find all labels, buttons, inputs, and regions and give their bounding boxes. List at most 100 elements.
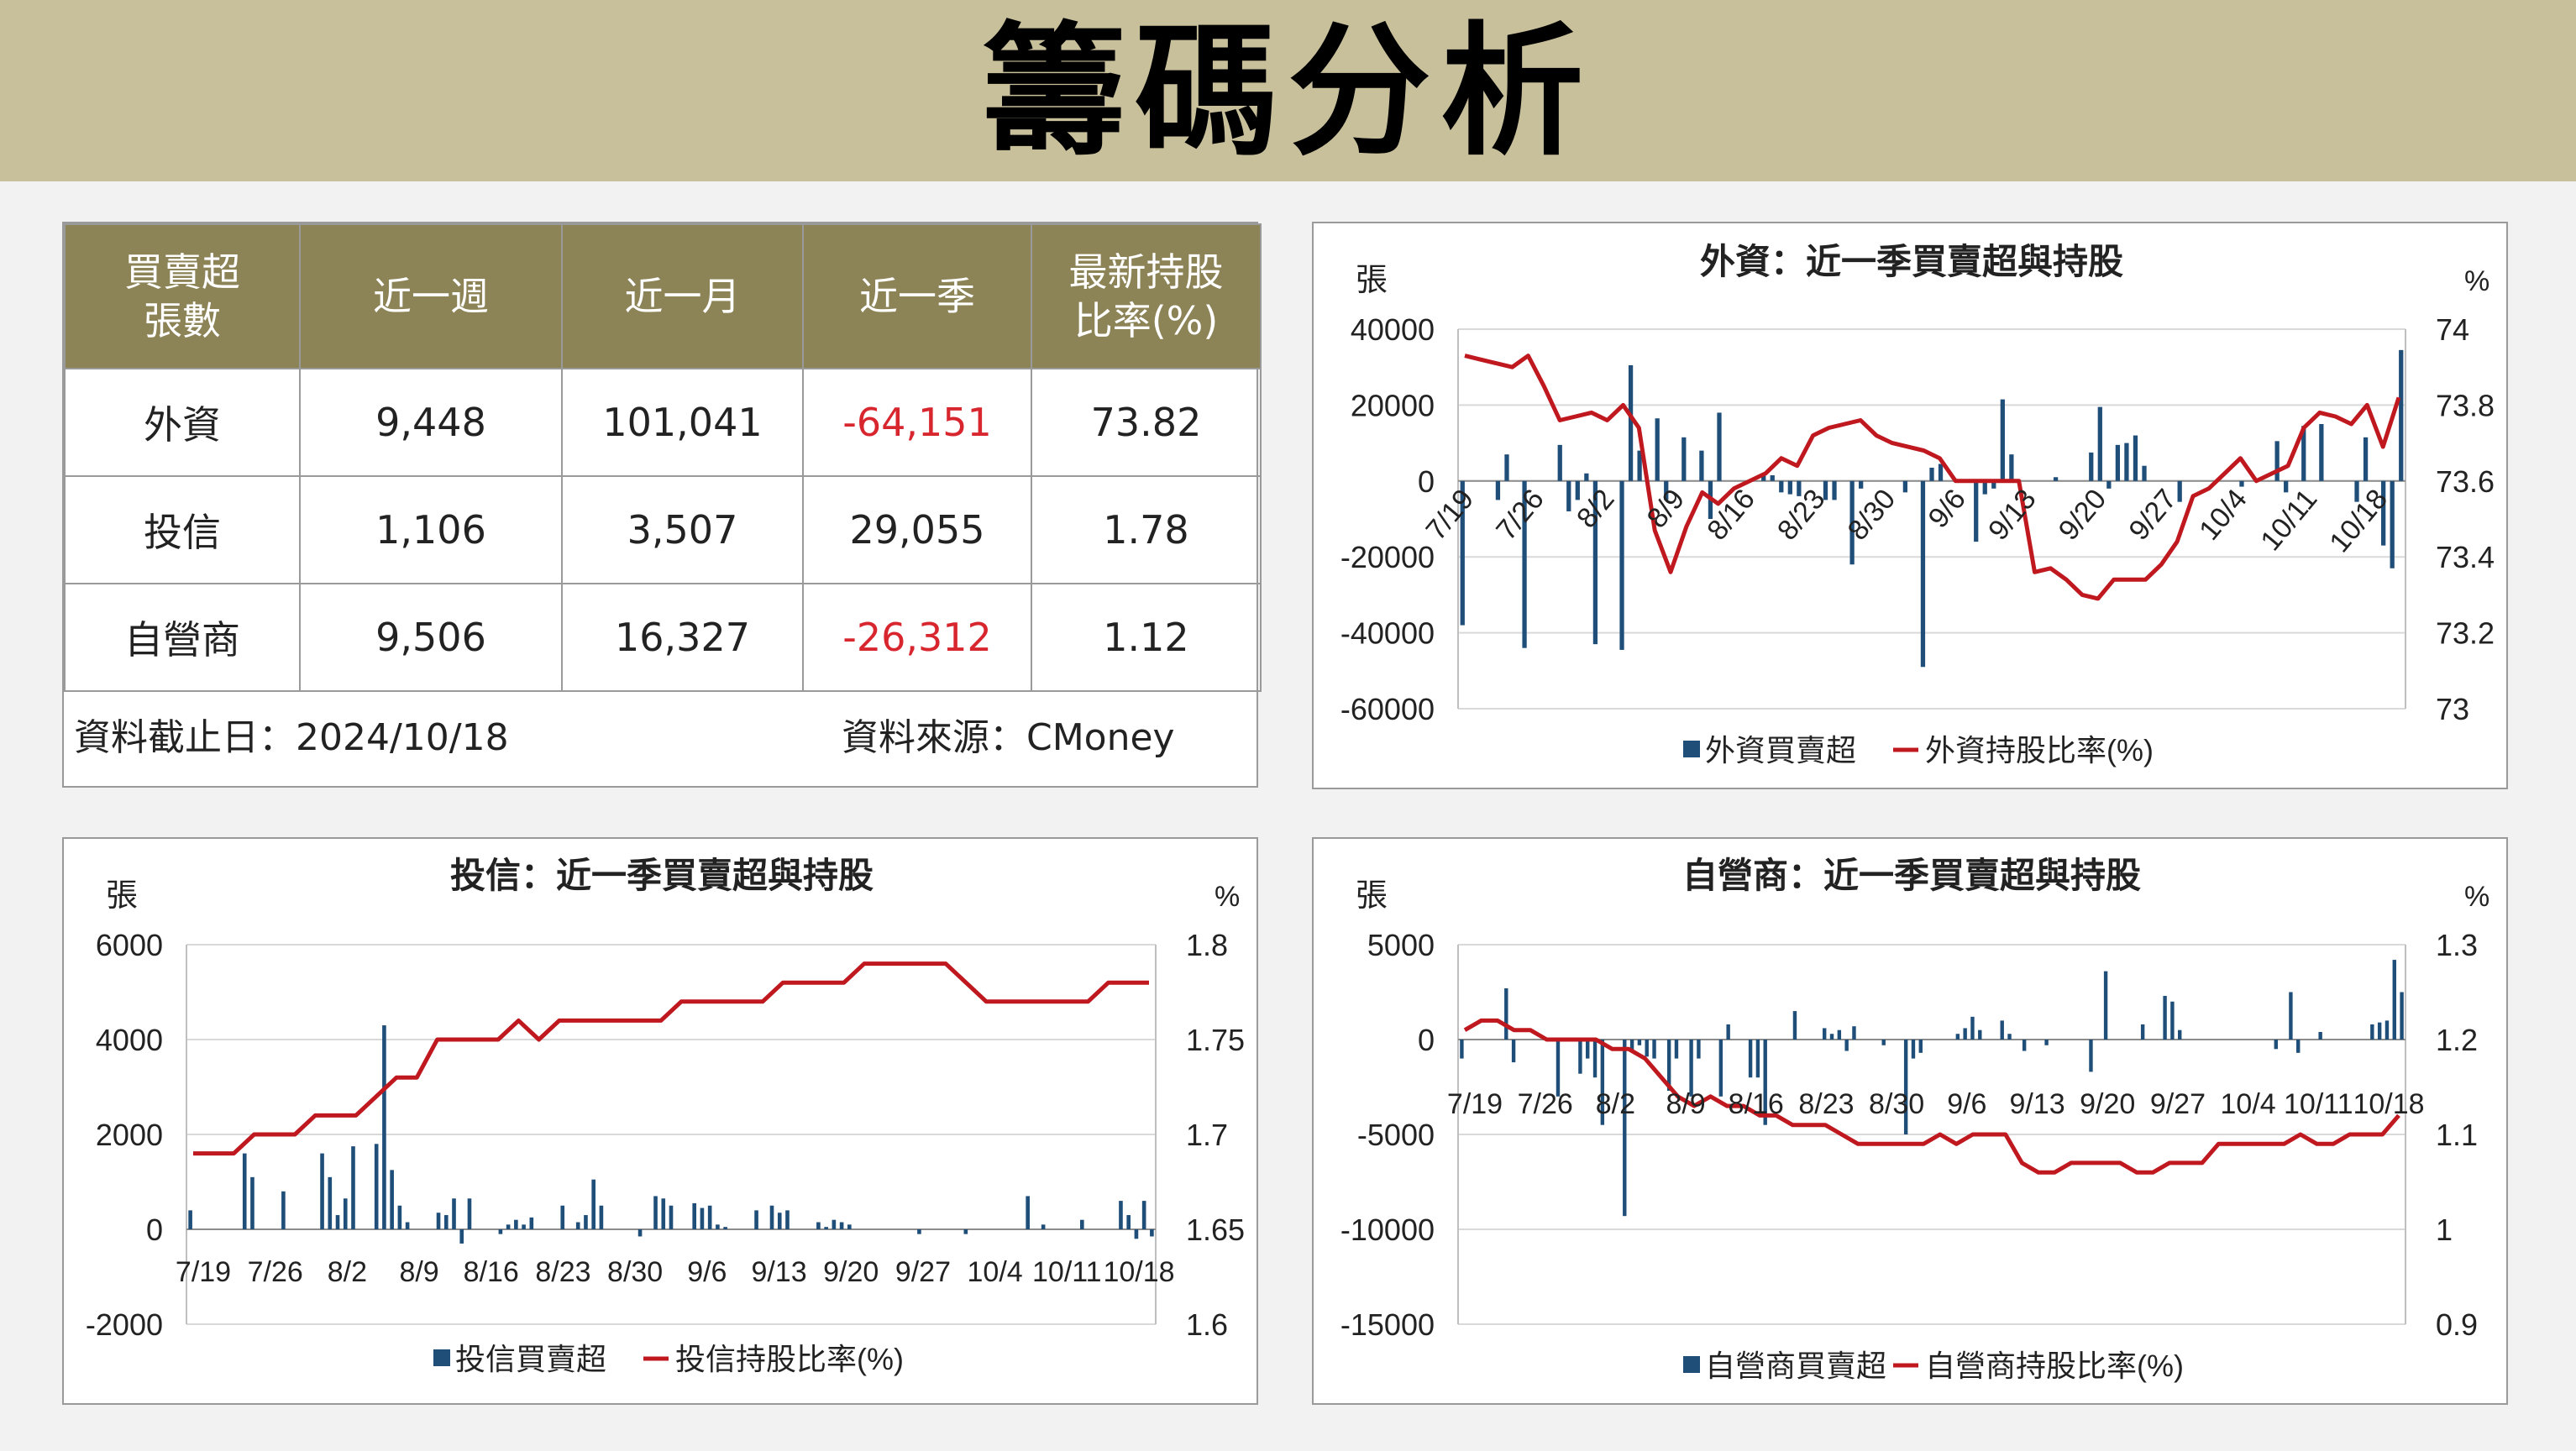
row-name: 投信	[64, 475, 301, 584]
y-tick-label-right: 1.75	[1186, 1023, 1245, 1057]
chart-title: 投信：近一季買賣超與持股	[450, 856, 874, 895]
bar	[1970, 1016, 1975, 1040]
bar	[1974, 480, 1979, 542]
y-tick-label-right: 74	[2436, 312, 2469, 347]
bar	[498, 1229, 503, 1234]
bar	[443, 1215, 449, 1229]
left-unit-label: 張	[106, 878, 138, 914]
x-tick-label: 7/26	[248, 1256, 303, 1288]
row-name: 自營商	[64, 583, 301, 692]
legend-bar-label: 投信買賣超	[455, 1342, 606, 1376]
bar	[2301, 426, 2306, 481]
col-header-week: 近一週	[299, 223, 563, 369]
bar	[1797, 480, 1802, 496]
x-tick-label: 10/4	[968, 1256, 1023, 1288]
left-unit-label: 張	[1356, 878, 1388, 914]
x-tick-label: 9/27	[2122, 484, 2183, 547]
x-tick-label: 10/4	[2221, 1088, 2276, 1120]
holding-ratio-line	[1464, 354, 2401, 601]
bar	[1748, 1040, 1753, 1078]
legend-bar-swatch	[1683, 1356, 1700, 1373]
table-header-row: 買賣超 張數 近一週 近一月 近一季 最新持股 比率(%)	[64, 223, 1262, 369]
bar	[847, 1224, 852, 1229]
bar	[1556, 1040, 1561, 1097]
bar	[1717, 412, 1722, 481]
bar	[1666, 1040, 1671, 1092]
bar	[1460, 1040, 1464, 1059]
bar	[351, 1146, 355, 1229]
bar	[1697, 1040, 1701, 1059]
bar	[2106, 480, 2112, 489]
x-tick-label: 10/11	[1032, 1256, 1102, 1288]
bar	[529, 1217, 534, 1229]
bar	[824, 1227, 828, 1229]
bar	[769, 1205, 774, 1229]
bar	[343, 1198, 348, 1229]
y-tick-label-right: 73.8	[2436, 388, 2495, 422]
bar	[839, 1222, 844, 1229]
bar	[2239, 480, 2244, 487]
y-tick-label-right: 73.4	[2436, 540, 2495, 574]
y-tick-label-right: 1.1	[2436, 1118, 2478, 1152]
x-tick-label: 9/27	[2150, 1088, 2206, 1120]
bar	[1600, 1040, 1605, 1125]
source-note: 資料來源：CMoney	[842, 716, 1175, 759]
cell-month: 3,507	[561, 475, 804, 584]
bar	[2103, 971, 2108, 1040]
bar	[1770, 475, 1775, 481]
bar	[2177, 480, 2182, 502]
bar	[405, 1222, 410, 1229]
bar	[1592, 480, 1598, 645]
bar	[2370, 1024, 2374, 1040]
bar	[2000, 1020, 2004, 1040]
bar	[653, 1196, 658, 1229]
y-tick-label-left: 6000	[96, 928, 163, 962]
bar	[1787, 480, 1792, 495]
table-footer: 資料截止日：2024/10/18 資料來源：CMoney	[64, 682, 1257, 786]
x-tick-label: 8/30	[1869, 1088, 1924, 1120]
x-tick-label: 8/2	[1596, 1088, 1635, 1120]
holding-ratio-line	[1463, 1018, 2400, 1175]
bar	[1726, 1024, 1730, 1040]
bar	[1903, 1040, 1908, 1134]
bar	[320, 1153, 324, 1229]
chart-dealer-panel: 自營商：近一季買賣超與持股張% 5000 0 -5000 -10000 -15000 1.3…	[1312, 837, 2508, 1405]
bar	[723, 1227, 727, 1229]
bar	[1079, 1219, 1084, 1229]
x-tick-label: 9/27	[895, 1256, 951, 1288]
x-tick-label: 9/13	[2009, 1088, 2064, 1120]
summary-table: 買賣超 張數 近一週 近一月 近一季 最新持股 比率(%) 外資 9,448 1…	[64, 223, 1262, 692]
bar	[1832, 480, 1837, 500]
bar	[397, 1205, 402, 1229]
bar	[436, 1213, 441, 1229]
bar	[1652, 1040, 1656, 1059]
bar	[1150, 1229, 1154, 1237]
bar	[1881, 1040, 1886, 1045]
bar	[560, 1205, 565, 1229]
bar	[1619, 480, 1624, 650]
y-tick-label-right: 1.2	[2436, 1023, 2478, 1057]
bar	[1504, 987, 1508, 1040]
table-row: 自營商 9,506 16,327 -26,312 1.12	[64, 583, 1262, 692]
bar	[1629, 1040, 1634, 1051]
date-note: 資料截止日：2024/10/18	[74, 716, 509, 759]
bar	[2385, 1020, 2390, 1040]
bar	[1141, 1201, 1146, 1229]
cell-month: 101,041	[561, 368, 804, 477]
x-tick-label: 10/11	[2284, 1088, 2353, 1120]
bar	[1126, 1215, 1131, 1229]
bar	[2319, 424, 2324, 481]
table-row: 外資 9,448 101,041 -64,151 73.82	[64, 368, 1262, 477]
legend-bar-label: 外資買賣超	[1705, 733, 1856, 767]
bar	[1645, 1040, 1649, 1057]
cell-ratio: 1.78	[1031, 475, 1262, 584]
y-tick-label-right: 1.8	[1186, 928, 1228, 962]
chart-trust-panel: 投信：近一季買賣超與持股張% 6000 4000 2000 0 -2000 1.8 1.75 1…	[62, 837, 1258, 1405]
bar	[2318, 1031, 2322, 1040]
bar	[459, 1229, 464, 1244]
bar	[1628, 364, 1634, 481]
x-tick-label: 9/6	[687, 1256, 727, 1288]
